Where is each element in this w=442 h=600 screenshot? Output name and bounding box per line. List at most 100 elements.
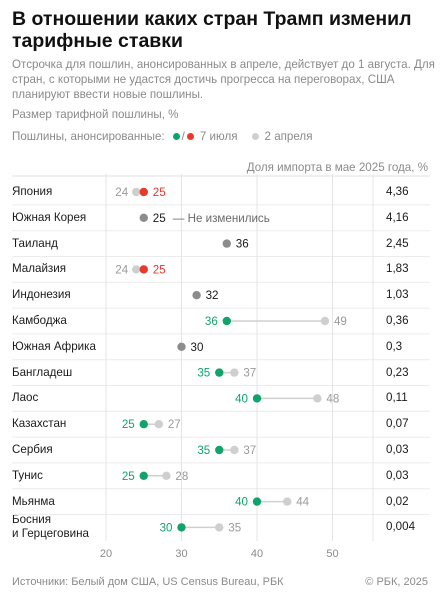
country-label-line: Япония [12, 185, 53, 198]
april-tariff-label: 44 [296, 496, 309, 509]
country-label: Казахстан [12, 417, 66, 431]
july-tariff-dot [177, 523, 186, 532]
chart-subtitle: Отсрочка для пошлин, анонсированных в ап… [12, 58, 435, 101]
april-tariff-label: 24 [115, 186, 128, 199]
april-tariff-dot [162, 471, 171, 480]
import-share-value: 0,03 [386, 443, 409, 456]
import-share-value: 0,03 [386, 468, 409, 482]
july-tariff-dot [215, 368, 224, 377]
import-share-value: 0,02 [386, 494, 409, 508]
import-share-value: 0,23 [386, 365, 409, 379]
country-label: Сербия [12, 443, 53, 457]
unchanged-tariff-label: 36 [236, 238, 249, 251]
country-label: Тунис [12, 469, 43, 483]
unchanged-tariff-label: 25 [153, 212, 166, 225]
country-label-line: Южная Корея [12, 210, 87, 224]
import-share-value: 2,45 [386, 236, 409, 250]
legend-april-label: 2 апреля [264, 129, 313, 143]
july-tariff-dot [215, 445, 224, 455]
unchanged-note: — Не изменились [173, 212, 270, 225]
country-label: Япония [12, 185, 52, 199]
country-label: Малайзия [12, 262, 66, 276]
july-tariff-label: 25 [122, 470, 135, 483]
legend-prefix: Пошлины, анонсированные: [12, 129, 165, 143]
copyright: © РБК, 2025 [365, 576, 428, 588]
country-label: Мьянма [12, 495, 55, 509]
country-label-line: Лаос [12, 391, 39, 405]
import-share-value: 0,11 [386, 391, 408, 405]
chart-title: В отношении каких стран Трамп изменил та… [12, 8, 412, 52]
country-label: Камбоджа [12, 314, 67, 328]
july-tariff-dot [139, 265, 148, 274]
july-tariff-dot [252, 497, 262, 506]
july-tariff-label: 25 [153, 186, 166, 199]
april-tariff-label: 28 [175, 470, 188, 483]
measure-label: Размер тарифной пошлины, % [12, 108, 179, 121]
source-note: Источники: Белый дом США, US Census Bure… [12, 576, 284, 588]
april-tariff-dot [320, 316, 330, 326]
july-tariff-label: 25 [122, 418, 135, 431]
country-label-line: Южная Африка [12, 339, 96, 353]
april-tariff-dot [132, 187, 141, 197]
country-label: Южная Корея [12, 211, 86, 225]
country-label: Южная Африка [12, 340, 96, 354]
country-label-line: Индонезия [12, 288, 71, 302]
x-tick-label: 40 [251, 548, 263, 560]
july-tariff-label: 40 [235, 496, 248, 509]
x-tick-label: 30 [175, 548, 187, 560]
april-tariff-dot [132, 265, 141, 274]
july-tariff-label: 36 [205, 315, 218, 328]
april-tariff-dot [154, 420, 164, 429]
july-tariff-dot [222, 316, 231, 326]
april-tariff-label: 35 [228, 521, 241, 534]
country-label-line: Тунис [12, 468, 43, 482]
import-share-value: 4,36 [386, 185, 409, 198]
july-tariff-dot [139, 471, 148, 480]
legend-july-higher-dot [186, 133, 194, 140]
import-share-value: 1,83 [386, 262, 409, 276]
april-tariff-dot [230, 368, 239, 377]
country-label: Босния и Герцеговина [12, 513, 89, 541]
april-tariff-dot [313, 394, 322, 403]
legend-slash: / [181, 129, 185, 143]
unchanged-tariff-dot [177, 342, 186, 351]
july-tariff-label: 40 [235, 392, 248, 405]
april-tariff-dot [215, 523, 224, 532]
april-tariff-label: 49 [334, 315, 347, 328]
july-tariff-dot [139, 420, 148, 429]
import-share-value: 4,16 [386, 210, 409, 224]
x-tick-label: 50 [326, 548, 338, 560]
import-share-value: 0,004 [386, 520, 416, 534]
july-tariff-label: 25 [153, 263, 166, 276]
unchanged-tariff-label: 32 [206, 289, 219, 302]
april-tariff-label: 37 [243, 444, 256, 457]
import-share-header: Доля импорта в мае 2025 года, % [246, 161, 428, 174]
legend-july-lower-dot [172, 133, 180, 140]
country-label-line: Казахстан [12, 417, 67, 431]
april-tariff-label: 48 [326, 392, 339, 405]
import-share-value: 0,36 [386, 314, 409, 327]
import-share-value: 0,3 [386, 339, 403, 353]
unchanged-tariff-dot [192, 291, 201, 300]
country-label-line: Мьянма [12, 494, 55, 508]
country-label-line: Малайзия [12, 262, 66, 276]
country-label-line: Бангладеш [12, 365, 73, 379]
july-tariff-dot [252, 394, 262, 403]
country-label-line: Таиланд [12, 236, 58, 250]
july-tariff-label: 35 [197, 367, 210, 380]
country-label: Лаос [12, 391, 38, 405]
legend-july-label: 7 июля [199, 129, 238, 143]
x-tick-label: 20 [100, 548, 112, 560]
april-tariff-dot [230, 445, 239, 455]
country-label-line: Сербия [12, 443, 53, 456]
july-tariff-label: 30 [160, 521, 173, 534]
april-tariff-label: 27 [168, 418, 181, 431]
july-tariff-label: 35 [197, 444, 210, 457]
country-label: Индонезия [12, 288, 71, 302]
country-label-line: и Герцеговина [12, 527, 89, 541]
unchanged-tariff-label: 30 [191, 341, 204, 354]
import-share-value: 0,07 [386, 417, 409, 431]
unchanged-tariff-dot [222, 239, 231, 248]
legend-april-dot [251, 133, 259, 140]
